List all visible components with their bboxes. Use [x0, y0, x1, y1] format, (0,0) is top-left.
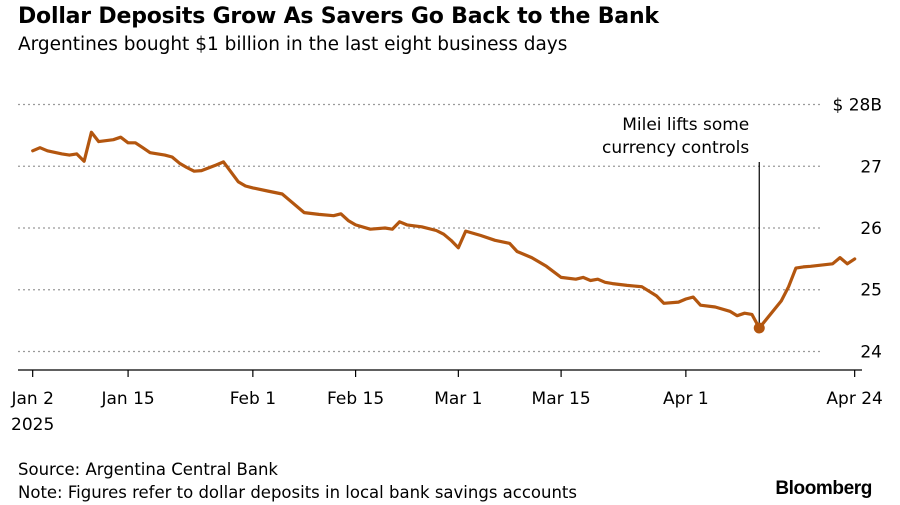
source-note: Source: Argentina Central Bank	[18, 460, 278, 479]
y-tick-label: $ 28B	[832, 96, 882, 116]
x-tick-label: Apr 24	[826, 389, 882, 409]
bloomberg-logo: Bloomberg	[775, 478, 872, 499]
line-chart: $ 28B 27 26 25 24 Jan 2 2025 Jan 15 Feb 1 Feb 15 M…	[10, 96, 882, 435]
chart-title: Dollar Deposits Grow As Savers Go Back t…	[18, 4, 659, 29]
annotation-label: currency controls	[602, 138, 749, 158]
y-tick-label: 27	[860, 157, 882, 177]
x-tick-label: Feb 15	[327, 389, 384, 409]
x-tick-label: Mar 15	[532, 389, 591, 409]
x-tick-label: Jan 2	[10, 389, 53, 409]
x-tick-label: Apr 1	[663, 389, 709, 409]
series-line	[31, 130, 857, 330]
x-tick-label: Feb 1	[230, 389, 276, 409]
annotation-label: Milei lifts some	[622, 115, 749, 135]
x-tick-label: Jan 15	[100, 389, 154, 409]
y-tick-label: 24	[860, 342, 882, 362]
y-tick-label: 26	[860, 219, 882, 239]
x-tick-label: Mar 1	[434, 389, 482, 409]
y-tick-label: 25	[860, 281, 882, 301]
series-marker	[753, 322, 765, 334]
x-tick-sublabel: 2025	[11, 415, 54, 435]
chart-subtitle: Argentines bought $1 billion in the last…	[18, 34, 568, 55]
footnote: Note: Figures refer to dollar deposits i…	[18, 483, 577, 502]
